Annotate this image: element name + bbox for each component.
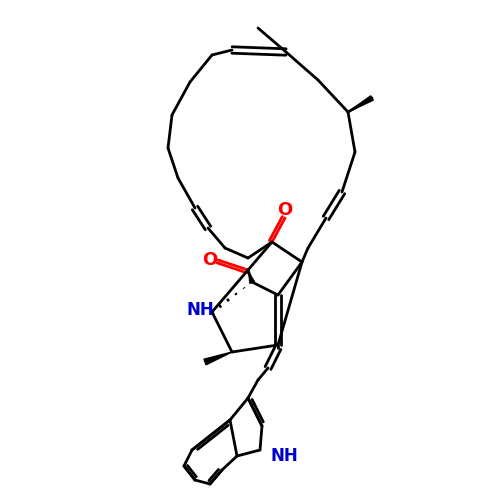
Text: NH: NH [270,447,298,465]
Text: NH: NH [186,301,214,319]
Polygon shape [204,352,232,365]
Polygon shape [348,96,374,112]
Text: O: O [278,201,292,219]
Text: O: O [202,251,218,269]
